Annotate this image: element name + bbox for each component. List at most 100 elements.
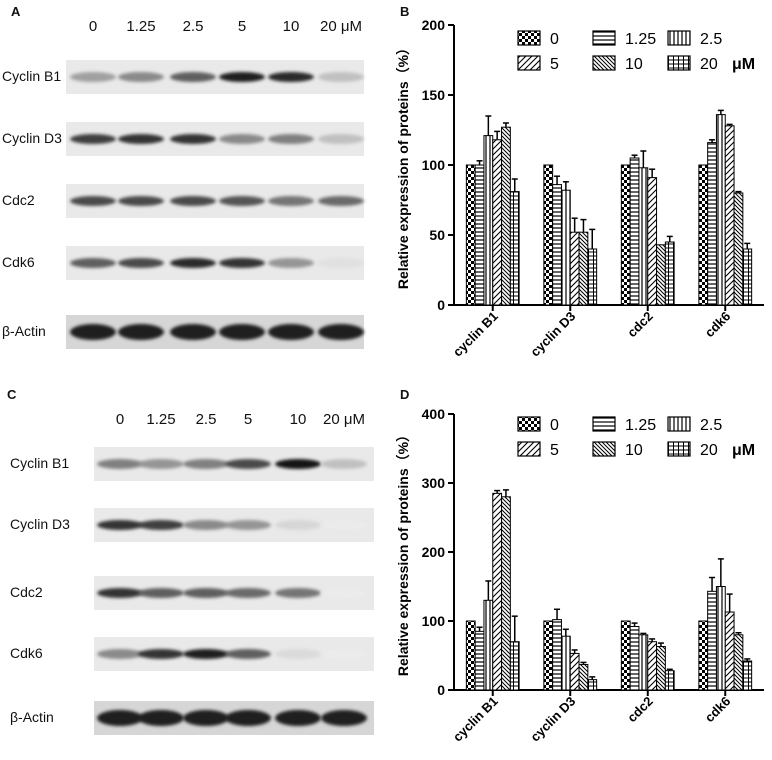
- legend-swatch: [667, 55, 691, 71]
- legend-label: 2.5: [700, 417, 722, 434]
- protein-band: [275, 649, 321, 659]
- legend-swatch: [667, 441, 691, 457]
- concentration-label: 0: [88, 18, 98, 35]
- protein-band: [118, 324, 164, 340]
- protein-band: [219, 134, 265, 144]
- x-tick-label: cdk6: [702, 309, 734, 341]
- protein-band: [118, 258, 164, 268]
- protein-band: [219, 72, 265, 82]
- x-tick-label: cyclin B1: [450, 694, 501, 745]
- protein-band: [170, 196, 216, 206]
- protein-band: [138, 588, 184, 598]
- legend-label: 20: [700, 442, 718, 459]
- bar: [552, 619, 562, 691]
- protein-band: [118, 196, 164, 206]
- bar: [560, 635, 571, 691]
- bar: [638, 634, 649, 691]
- protein-band: [268, 134, 314, 144]
- concentration-label: 1.25: [126, 18, 156, 35]
- bar: [474, 630, 485, 691]
- protein-band: [268, 196, 314, 206]
- bar: [656, 244, 666, 306]
- protein-band: [118, 134, 164, 144]
- y-tick-label: 150: [422, 87, 446, 103]
- bar: [629, 626, 640, 691]
- bar: [742, 248, 753, 306]
- concentration-label: 20 μM: [320, 18, 362, 35]
- protein-band: [225, 588, 271, 598]
- protein-band: [318, 196, 364, 206]
- bar: [543, 164, 554, 306]
- protein-band: [275, 459, 321, 469]
- protein-band: [225, 649, 271, 659]
- panel-letter-b: B: [400, 4, 410, 19]
- legend-label: 2.5: [700, 31, 722, 48]
- protein-band: [70, 324, 116, 340]
- protein-label: Cdk6: [10, 645, 43, 661]
- bar: [509, 191, 520, 306]
- legend-swatch: [592, 30, 616, 46]
- concentration-label: 2.5: [182, 18, 204, 35]
- concentration-label: 2.5: [195, 411, 217, 428]
- legend-swatch: [517, 416, 541, 432]
- protein-band: [318, 324, 364, 340]
- y-tick-label: 400: [422, 406, 446, 422]
- protein-band: [318, 134, 364, 144]
- protein-band: [183, 710, 229, 726]
- x-tick-label: cdc2: [624, 309, 656, 341]
- bar: [647, 641, 658, 691]
- y-tick-label: 300: [422, 475, 446, 491]
- legend-swatch: [517, 55, 541, 71]
- legend-label: 20: [700, 56, 718, 73]
- bar: [483, 135, 494, 306]
- y-tick-label: 100: [422, 613, 446, 629]
- bar: [560, 189, 571, 306]
- legend-label: 1.25: [625, 417, 656, 434]
- legend-swatch: [517, 30, 541, 46]
- panel-letter-c: C: [7, 387, 17, 402]
- protein-band: [183, 588, 229, 598]
- bar: [742, 660, 753, 691]
- bar: [629, 157, 640, 306]
- concentration-label: 5: [243, 411, 253, 428]
- protein-band: [268, 258, 314, 268]
- concentration-label: 10: [282, 18, 300, 35]
- protein-band: [225, 710, 271, 726]
- protein-band: [321, 588, 367, 598]
- legend-label: 5: [550, 56, 559, 73]
- y-axis-label: Relative expression of proteins（%）: [396, 428, 411, 676]
- protein-band: [138, 520, 184, 530]
- bar: [638, 167, 649, 306]
- concentration-label: 10: [289, 411, 307, 428]
- protein-band: [275, 588, 321, 598]
- protein-band: [219, 258, 265, 268]
- protein-band: [219, 324, 265, 340]
- legend-unit: μM: [732, 56, 755, 73]
- protein-band: [70, 134, 116, 144]
- y-axis-label: Relative expression of proteins（%）: [396, 41, 411, 289]
- protein-label: Cdc2: [2, 192, 35, 208]
- protein-label: β-Actin: [2, 323, 46, 339]
- bar: [569, 652, 580, 691]
- protein-band: [170, 258, 216, 268]
- legend-unit: μM: [732, 442, 755, 459]
- protein-band: [183, 459, 229, 469]
- protein-band: [70, 72, 116, 82]
- bar: [698, 620, 709, 691]
- bar: [587, 679, 598, 691]
- protein-band: [318, 258, 364, 268]
- protein-label: Cdk6: [2, 254, 35, 270]
- protein-band: [97, 710, 143, 726]
- bar: [724, 125, 735, 306]
- protein-label: Cdc2: [10, 584, 43, 600]
- protein-label: Cyclin B1: [10, 455, 70, 471]
- protein-band: [318, 72, 364, 82]
- legend-swatch: [517, 441, 541, 457]
- protein-band: [183, 520, 229, 530]
- bar: [578, 231, 589, 306]
- bar: [707, 142, 717, 306]
- protein-band: [225, 520, 271, 530]
- protein-band: [275, 710, 321, 726]
- protein-band: [97, 649, 143, 659]
- legend-swatch: [592, 55, 616, 71]
